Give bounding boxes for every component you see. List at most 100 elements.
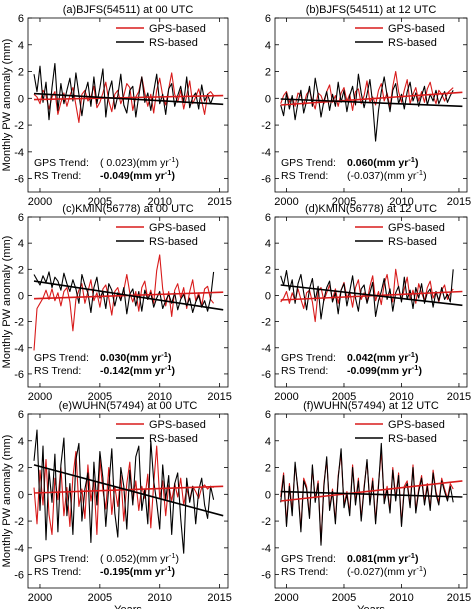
x-tick-label: 2000 [274, 592, 298, 604]
y-tick-label: -6 [261, 369, 271, 381]
panel-c: (c)KMIN(56778) at 00 UTC 2000 2005 2010 2015… [1, 203, 232, 403]
y-tick-label: -6 [14, 570, 24, 582]
y-tick-label: -2 [261, 120, 271, 132]
legend-label: RS-based [149, 433, 198, 445]
legend-label: RS-based [149, 37, 198, 49]
gps-series-line [33, 72, 215, 123]
gps-trend-label: GPS Trend: [34, 352, 89, 364]
legend-label: GPS-based [149, 23, 206, 35]
x-tick-label: 2010 [389, 592, 413, 604]
x-tick-label: 2015 [207, 592, 231, 604]
legend-label: RS-based [388, 37, 437, 49]
axes-box [27, 216, 229, 388]
y-tick-label: -2 [261, 317, 271, 329]
gps-trend-label: GPS Trend: [281, 157, 336, 169]
x-tick-label: 2005 [88, 196, 112, 208]
rs-trend-label: RS Trend: [34, 566, 81, 578]
rs-trend-label: RS Trend: [281, 365, 328, 377]
x-tick-label: 2005 [332, 196, 356, 208]
y-tick-label: -6 [14, 174, 24, 186]
panel-title: (b)BJFS(54511) at 12 UTC [306, 4, 437, 16]
legend-label: GPS-based [388, 419, 445, 431]
rs-trend-label: RS Trend: [34, 365, 81, 377]
x-tick-label: 2000 [274, 391, 298, 403]
y-tick-label: 2 [265, 67, 271, 79]
gps-trend-value: 0.060(mm yr-1) [347, 155, 418, 169]
rs-trend-line [280, 490, 463, 498]
y-tick-label: 2 [265, 264, 271, 276]
panel-f: (f)WUHN(57494) at 12 UTC 2000 2005 2010 2015… [261, 400, 471, 609]
x-tick-label: 2015 [447, 196, 471, 208]
x-tick-label: 2010 [147, 196, 171, 208]
y-tick-label: 0 [18, 290, 24, 302]
rs-series-line [33, 429, 215, 554]
y-tick-label: -4 [14, 343, 24, 355]
rs-trend-line [33, 280, 224, 311]
y-tick-label: 0 [265, 290, 271, 302]
gps-trend-line [280, 480, 463, 502]
gps-trend-value: ( 0.023)(mm yr-1) [100, 155, 179, 169]
y-tick-label: 2 [265, 463, 271, 475]
gps-trend-value: 0.042(mm yr-1) [347, 350, 418, 364]
rs-trend-value: -0.099(mm yr-1) [347, 363, 422, 377]
x-tick-label: 2010 [389, 391, 413, 403]
y-tick-label: -6 [261, 570, 271, 582]
y-tick-label: 0 [18, 93, 24, 105]
y-tick-label: -6 [261, 174, 271, 186]
axes-box [274, 17, 468, 193]
x-tick-label: 2000 [28, 592, 52, 604]
rs-series-line [33, 62, 215, 121]
y-axis-label: Monthly PW anomaly (mm) [1, 39, 13, 172]
panel-title: (a)BJFS(54511) at 00 UTC [63, 4, 194, 16]
y-tick-label: 2 [18, 463, 24, 475]
axes-box [274, 216, 468, 388]
x-tick-label: 2010 [389, 196, 413, 208]
panel-d: (d)KMIN(56778) at 12 UTC 2000 2005 2010 2015… [261, 203, 471, 403]
gps-trend-value: ( 0.052)(mm yr-1) [100, 551, 179, 565]
gps-trend-line [33, 94, 224, 101]
y-tick-label: 6 [265, 409, 271, 421]
legend-label: GPS-based [388, 222, 445, 234]
rs-trend-line [280, 98, 463, 108]
y-tick-label: 2 [18, 67, 24, 79]
legend-label: RS-based [149, 236, 198, 248]
x-axis-label: Years [357, 604, 385, 609]
x-tick-label: 2005 [88, 592, 112, 604]
panel-title: (c)KMIN(56778) at 00 UTC [62, 203, 193, 215]
y-tick-label: -4 [261, 543, 271, 555]
y-tick-label: -2 [14, 317, 24, 329]
rs-trend-value: (-0.027)(mm yr-1) [347, 564, 427, 578]
y-tick-label: -6 [14, 369, 24, 381]
panel-e: (e)WUHN(57494) at 00 UTC 2000 2005 2010 2015… [1, 400, 232, 609]
y-tick-label: 4 [18, 436, 24, 448]
y-tick-label: 6 [265, 13, 271, 25]
gps-trend-label: GPS Trend: [281, 352, 336, 364]
gps-series-line [280, 70, 454, 111]
x-tick-label: 2005 [332, 592, 356, 604]
legend-label: RS-based [388, 236, 437, 248]
panel-a: (a)BJFS(54511) at 00 UTC 2000 2005 2010 2015… [1, 4, 232, 208]
y-tick-label: -2 [261, 516, 271, 528]
rs-trend-label: RS Trend: [281, 566, 328, 578]
x-tick-label: 2010 [147, 391, 171, 403]
rs-trend-label: RS Trend: [281, 170, 328, 182]
legend-label: GPS-based [388, 23, 445, 35]
y-tick-label: -4 [261, 147, 271, 159]
y-tick-label: 0 [265, 489, 271, 501]
y-tick-label: -4 [14, 543, 24, 555]
y-tick-label: -2 [14, 120, 24, 132]
gps-trend-label: GPS Trend: [281, 553, 336, 565]
y-tick-label: 6 [265, 212, 271, 224]
x-tick-label: 2005 [332, 391, 356, 403]
y-tick-label: 4 [18, 238, 24, 250]
rs-trend-line [33, 464, 224, 517]
y-tick-label: 6 [18, 409, 24, 421]
gps-trend-label: GPS Trend: [34, 553, 89, 565]
y-tick-label: 0 [18, 489, 24, 501]
y-tick-label: -4 [14, 147, 24, 159]
y-axis-label: Monthly PW anomaly (mm) [1, 236, 13, 369]
rs-trend-value: -0.195(mm yr-1) [100, 564, 175, 578]
gps-trend-value: 0.030(mm yr-1) [100, 350, 171, 364]
panel-title: (e)WUHN(57494) at 00 UTC [59, 400, 198, 412]
